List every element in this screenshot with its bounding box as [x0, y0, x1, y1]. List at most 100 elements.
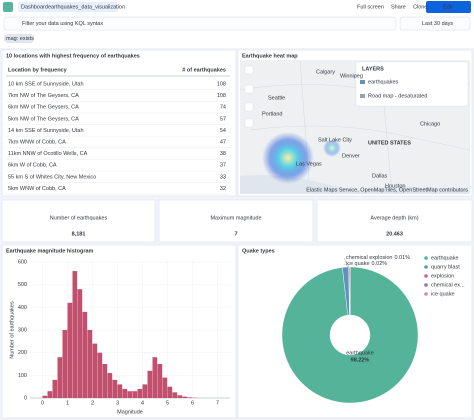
cell: 108 [217, 93, 226, 99]
bar [182, 396, 188, 398]
x-tick-label: 2 [91, 400, 94, 406]
bar [77, 289, 83, 398]
legend-swatch [424, 265, 428, 269]
place-label: Houston [385, 183, 406, 189]
place-label: Portland [262, 111, 283, 117]
header-link: Full screen [357, 4, 384, 10]
bar [172, 392, 178, 398]
cell: 6km NW of The Geysers, CA [8, 105, 79, 111]
panel-title: 10 locations with highest frequency of e… [6, 53, 140, 59]
edit-button[interactable] [426, 1, 471, 13]
cell: 7km NW of The Geysers, CA [8, 93, 79, 99]
bar [122, 388, 128, 398]
pie-slice [281, 266, 419, 404]
slice-value: 0.02% [372, 261, 388, 267]
cell: 32 [220, 186, 226, 192]
legend-label: earthquake [431, 255, 459, 261]
header-link: Share [391, 4, 406, 10]
metric-label: Maximum magnitude [210, 215, 261, 221]
metric-label: Average depth (km) [370, 215, 418, 221]
map-tool[interactable] [244, 84, 254, 94]
legend-swatch [424, 274, 428, 278]
bar [162, 377, 168, 398]
legend-swatch [424, 283, 428, 287]
metric-value: 8,181 [72, 231, 86, 237]
slice-label: chemical explosion 0.01% [346, 255, 410, 261]
y-tick-label: 600 [18, 259, 27, 265]
legend-swatch [424, 256, 428, 260]
bar [167, 386, 173, 398]
layers-box [355, 61, 469, 107]
cell: 37 [220, 163, 226, 169]
map-tools [244, 65, 254, 128]
x-tick-label: 1 [66, 400, 69, 406]
logo [3, 2, 13, 12]
bar [107, 373, 113, 398]
cell: 55 km S of Whites City, New Mexico [8, 174, 96, 180]
map-tool[interactable] [244, 65, 254, 75]
search-placeholder: Filter your data using KQL syntax [22, 21, 103, 27]
layer-icon [360, 94, 365, 98]
cell: 10 km SSE of Sunnyside, Utah [8, 81, 84, 87]
cell: 47 [220, 139, 226, 145]
filter-pill[interactable] [4, 34, 34, 43]
breadcrumb: earthquakes_data_visualization [48, 4, 125, 10]
bar [147, 370, 153, 398]
x-tick-label: 4 [141, 400, 144, 406]
bar [67, 302, 73, 398]
panel-title: Earthquake magnitude histogram [6, 248, 94, 254]
table-panel [1, 49, 237, 197]
attribution: Elastic Maps Service, OpenMapTiles, Open… [306, 187, 468, 193]
panel-title: Earthquake heat map [242, 53, 298, 59]
map-tool[interactable] [244, 118, 254, 128]
search-field[interactable] [3, 16, 397, 31]
bar [97, 352, 103, 398]
bar [52, 379, 58, 398]
metric-panel [158, 199, 314, 243]
filter: mag: exists [6, 36, 34, 42]
bar [132, 391, 138, 398]
slice-label: earthquake [346, 350, 374, 356]
heat-blob [323, 139, 341, 157]
bar [152, 357, 158, 398]
layer-icon [360, 80, 365, 84]
cell: 11km NNW of Ocotillo Wells, CA [8, 151, 88, 157]
place-label: Chicago [420, 121, 440, 127]
bar [127, 391, 133, 398]
place-label: Dallas [372, 173, 388, 179]
bar [42, 395, 48, 398]
panel-title: Quake types [242, 248, 275, 254]
map-tool[interactable] [244, 102, 254, 112]
layer: Road map - desaturated [368, 93, 427, 99]
bar [47, 391, 53, 398]
y-tick-label: 400 [18, 305, 27, 311]
y-tick-label: 0 [24, 395, 27, 401]
bar [112, 379, 118, 398]
place-label: UNITED STATES [368, 140, 411, 146]
bar [142, 384, 148, 398]
cell: 108 [217, 81, 226, 87]
place-label: Denver [342, 153, 360, 159]
y-axis-label: Number of earthquakes [9, 301, 15, 359]
y-tick-label: 200 [18, 350, 27, 356]
bar [87, 330, 93, 398]
x-tick-label: 5 [166, 400, 169, 406]
cell: 14 km SSE of Sunnyside, Utah [8, 128, 84, 134]
bar [117, 384, 123, 398]
header-link: Clone [413, 4, 427, 10]
bar [102, 364, 108, 398]
breadcrumb: Dashboard [21, 4, 48, 10]
cell: 74 [220, 105, 226, 111]
date-picker[interactable] [399, 16, 471, 31]
metric-panel [316, 199, 473, 243]
metric-value: 20.463 [386, 231, 403, 237]
slice-label: ice quake 0.02% [346, 261, 387, 267]
edit-label: Edit [443, 4, 453, 10]
place-label: Las Vegas [296, 161, 322, 167]
x-axis-label: Magnitude [117, 409, 143, 415]
heat-blob [262, 132, 314, 184]
metric-value: 7 [234, 231, 237, 237]
leader-line [343, 263, 350, 268]
layers-title: LAYERS [362, 66, 384, 72]
